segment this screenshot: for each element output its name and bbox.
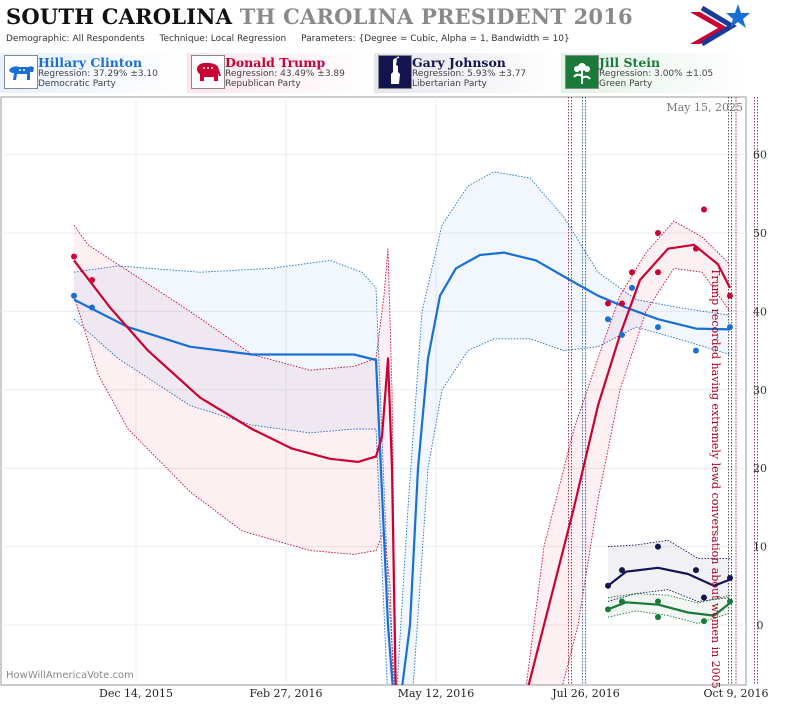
jill-stein-upper-bound (607, 593, 731, 604)
x-tick-label: Dec 14, 2015 (99, 687, 173, 700)
x-tick-label: Feb 27, 2016 (249, 687, 322, 700)
donald-trump-poll-point (655, 269, 661, 276)
poll-points (71, 206, 733, 625)
x-tick-label: Jul 26, 2016 (551, 687, 620, 700)
gary-johnson-poll-point (693, 567, 699, 574)
hillary-clinton-band-fill (74, 171, 730, 685)
candidate-party: Libertarian Party (412, 79, 487, 89)
hillary-clinton-regression-line (73, 251, 731, 685)
watermark: HowWillAmericaVote.com (6, 670, 134, 681)
candidate-regression: Regression: 43.49% ±3.89 (225, 69, 345, 79)
elephant-icon (191, 55, 225, 89)
chart-title: SOUTH CAROLINA TH CAROLINA PRESIDENT 201… (6, 4, 633, 29)
gary-johnson-poll-point (727, 574, 733, 581)
gary-johnson-poll-point (605, 582, 611, 589)
parameters-line: Demographic: All Respondents Technique: … (6, 34, 570, 44)
liberty-icon (378, 55, 412, 89)
legend-gary-johnson[interactable]: Gary Johnson Regression: 5.93% ±3.77 Lib… (374, 53, 559, 93)
donald-trump-poll-point (701, 206, 707, 213)
x-tick-label: May 12, 2016 (398, 687, 475, 700)
jill-stein-poll-point (727, 598, 733, 605)
hillary-clinton-poll-point (605, 316, 611, 323)
hillary-clinton-poll-point (71, 292, 77, 299)
site-logo-icon[interactable] (688, 2, 752, 50)
candidate-regression: Regression: 3.00% ±1.05 (599, 69, 714, 79)
event-markers (568, 97, 758, 685)
candidate-name: Donald Trump (225, 55, 326, 70)
jill-stein-poll-point (605, 606, 611, 613)
jill-stein-poll-point (701, 618, 707, 625)
y-tick-label: 20 (753, 462, 767, 475)
legend-hillary-clinton[interactable]: Hillary Clinton Regression: 37.29% ±3.10… (0, 53, 185, 93)
event-annotation: Trump recorded having extremely lewd con… (709, 268, 722, 689)
grid-lines (1, 97, 746, 685)
parameters-label: Parameters: (301, 34, 356, 44)
hillary-clinton-poll-point (727, 324, 733, 331)
jill-stein-lower-bound (607, 610, 731, 624)
donald-trump-poll-point (71, 253, 77, 260)
candidate-regression: Regression: 37.29% ±3.10 (38, 69, 158, 79)
candidate-regression: Regression: 5.93% ±3.77 (412, 69, 527, 79)
legend-jill-stein[interactable]: Jill Stein Regression: 3.00% ±1.05 Green… (561, 53, 746, 93)
gary-johnson-poll-point (655, 543, 661, 550)
x-tick-labels: Dec 14, 2015 Feb 27, 2016 May 12, 2016 Jul … (99, 687, 769, 700)
candidate-name: Gary Johnson (412, 55, 506, 70)
donald-trump-band-fill (74, 221, 730, 685)
hillary-clinton-poll-point (655, 324, 661, 331)
gary-johnson-poll-point (619, 567, 625, 574)
y-tick-labels: 0 10 20 30 40 50 60 (753, 149, 767, 632)
donald-trump-poll-point (605, 300, 611, 307)
title-main: SOUTH CAROLINA (6, 4, 233, 29)
y-tick-label: 50 (753, 227, 767, 240)
jill-stein-poll-point (619, 598, 625, 605)
donald-trump-poll-point (619, 300, 625, 307)
candidate-party: Green Party (599, 79, 653, 89)
legend-donald-trump[interactable]: Donald Trump Regression: 43.49% ±3.89 Re… (187, 53, 372, 93)
date-stamp: May 15, 2025 (666, 101, 743, 114)
donald-trump-poll-point (693, 245, 699, 252)
candidate-party: Republican Party (225, 79, 301, 89)
plot-frame (0, 96, 747, 686)
hillary-clinton-lower-bound (73, 318, 731, 685)
y-tick-label: 60 (753, 149, 767, 162)
gary-johnson-regression-line (607, 566, 731, 587)
technique-label: Technique: (159, 34, 208, 44)
hillary-clinton-poll-point (693, 347, 699, 354)
hillary-clinton-poll-point (619, 331, 625, 338)
y-tick-label: 30 (753, 384, 767, 397)
x-tick-label: Oct 9, 2016 (703, 687, 768, 700)
demographic-label: Demographic: (6, 34, 70, 44)
donald-trump-poll-point (89, 277, 95, 284)
donald-trump-regression-line (73, 243, 731, 685)
donald-trump-poll-point (655, 230, 661, 236)
donald-trump-poll-point (727, 292, 733, 299)
technique-value: Local Regression (210, 34, 287, 44)
donald-trump-poll-point (629, 269, 635, 276)
title-sub: TH CAROLINA PRESIDENT 2016 (239, 4, 633, 29)
hillary-clinton-upper-bound (73, 171, 731, 685)
parameters-value: {Degree = Cubic, Alpha = 1, Bandwidth = … (358, 34, 570, 44)
y-tick-label: 0 (757, 619, 764, 632)
gary-johnson-upper-bound (607, 539, 730, 559)
jill-stein-poll-point (655, 598, 661, 605)
confidence-bands (73, 171, 731, 685)
candidate-name: Hillary Clinton (38, 55, 143, 70)
jill-stein-poll-point (655, 614, 661, 621)
gary-johnson-lower-bound (607, 589, 731, 602)
gary-johnson-poll-point (701, 594, 707, 601)
hillary-clinton-poll-point (629, 284, 635, 291)
candidate-party: Democratic Party (38, 79, 116, 89)
donkey-icon (4, 55, 38, 89)
hillary-clinton-poll-point (89, 304, 95, 311)
donald-trump-upper-bound (73, 220, 731, 685)
flower-icon (565, 55, 599, 89)
y-tick-label: 40 (753, 305, 767, 318)
candidate-name: Jill Stein (599, 55, 661, 70)
demographic-value: All Respondents (72, 34, 145, 44)
y-tick-label: 10 (753, 541, 767, 554)
